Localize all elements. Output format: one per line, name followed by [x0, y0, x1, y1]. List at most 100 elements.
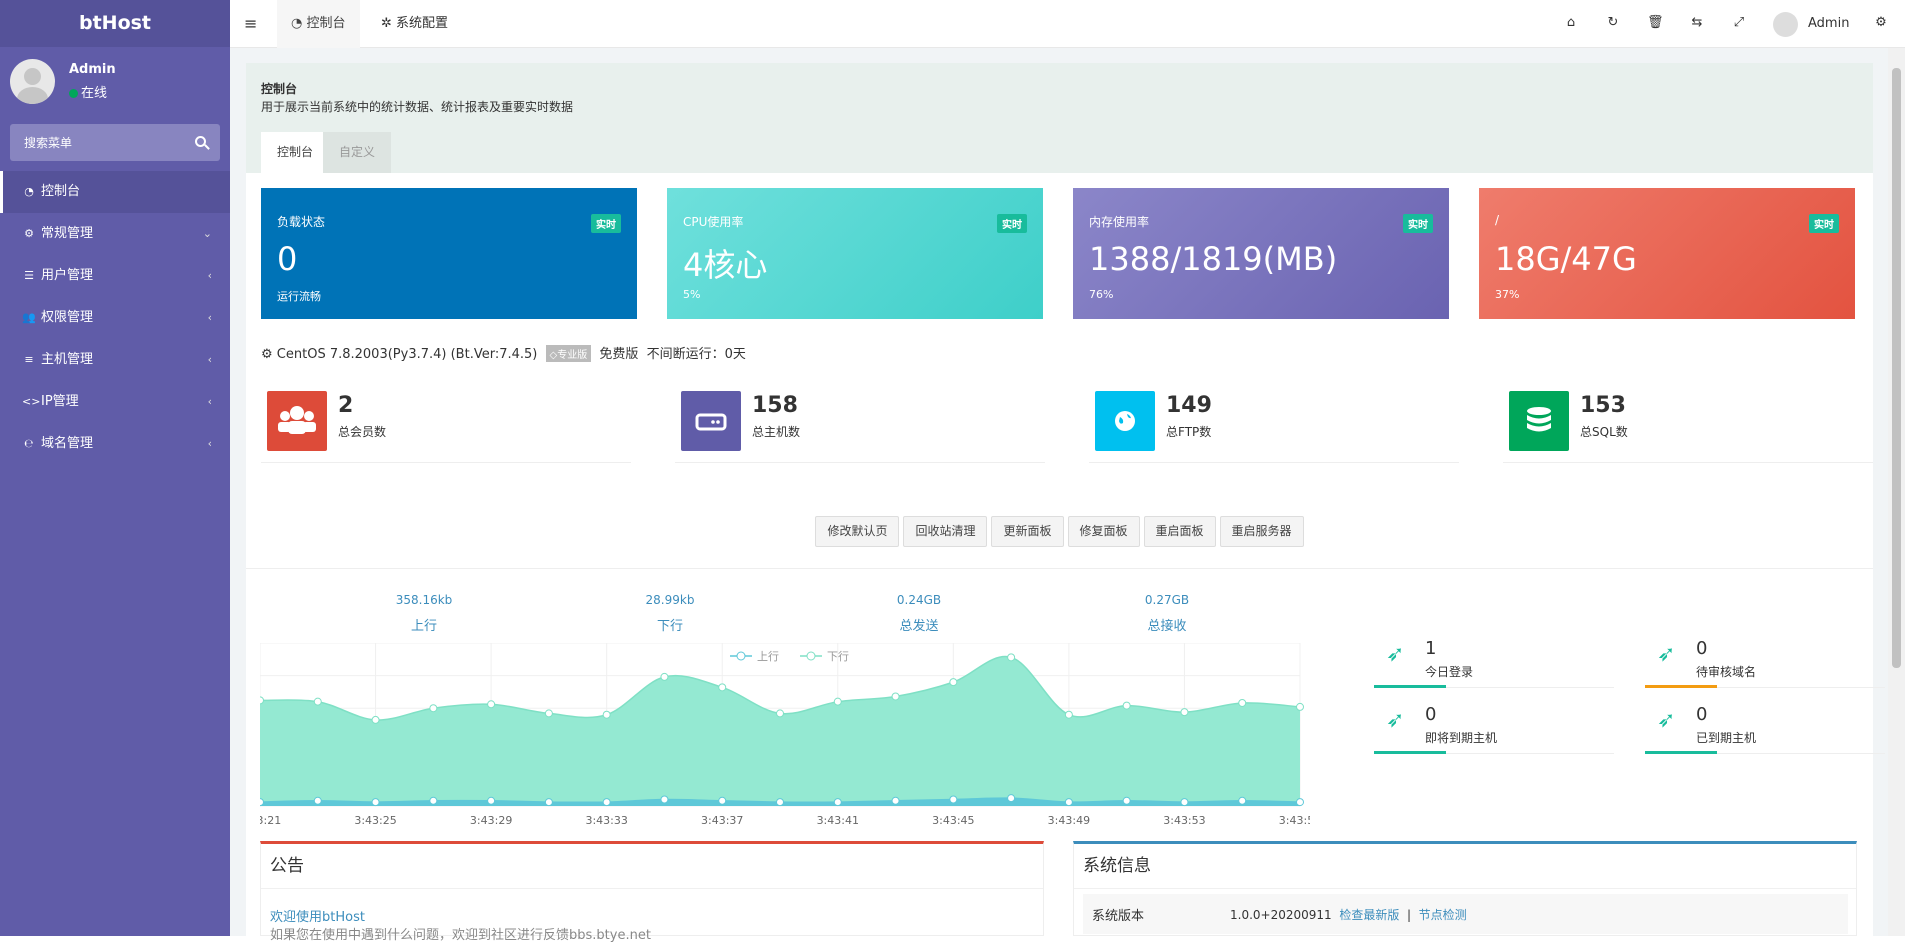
sidebar-item-ip[interactable]: <>IP管理 ‹ [0, 381, 230, 423]
user-name: Admin [69, 62, 116, 77]
sidebar-item-label: 主机管理 [41, 352, 94, 367]
sidebar-item-label: 用户管理 [41, 268, 94, 283]
data-point [429, 704, 438, 713]
sidebar-item-general[interactable]: ⚙ 常规管理 ⌄ [0, 213, 230, 255]
user-status-text: 在线 [81, 86, 108, 101]
repair-panel-button[interactable]: 修复面板 [1067, 516, 1140, 547]
check-update-link[interactable]: 检查最新版 [1339, 908, 1400, 922]
dashboard-icon: ◔ [24, 185, 34, 198]
tab-custom[interactable]: 自定义 [323, 132, 392, 173]
avatar [10, 59, 55, 104]
traffic-label: 总发送 [899, 619, 939, 634]
sidebar-item-label: 常规管理 [41, 226, 94, 241]
rocket-icon: ➶ [1657, 642, 1676, 667]
user-status: 在线 [69, 82, 107, 101]
data-point [429, 796, 438, 805]
tab-dashboard[interactable]: ◔ 控制台 [277, 0, 360, 48]
stat-pending-domains: ➶ 0 待审核域名 [1645, 631, 1885, 688]
sidebar-item-label: IP管理 [41, 394, 79, 409]
mini-stat-value: 0 [1696, 704, 1708, 725]
sidebar-item-permissions[interactable]: 👥 权限管理 ‹ [0, 297, 230, 339]
sidebar-item-hosts[interactable]: ≡ 主机管理 ‹ [0, 339, 230, 381]
sysinfo-box: 系统信息 系统版本 1.0.0+20200911 检查最新版 | 节点检测 [1073, 841, 1857, 936]
series-area-下行 [260, 798, 1300, 806]
fullscreen-icon[interactable]: ⤢ [1733, 15, 1745, 30]
trash-icon[interactable]: 🗑 [1647, 15, 1664, 30]
card-value: 0 [277, 240, 298, 278]
online-dot-icon [69, 89, 78, 98]
card-memory: 内存使用率 实时 1388/1819(MB) 76% [1073, 188, 1449, 319]
user-panel: Admin 在线 [0, 47, 230, 117]
sysinfo-title: 系统信息 [1074, 844, 1856, 889]
infobox-value: 2 [338, 393, 354, 418]
notice-link[interactable]: 欢迎使用btHost [270, 910, 365, 925]
users-icon [267, 391, 327, 451]
sidebar-item-users[interactable]: ☰ 用户管理 ‹ [0, 255, 230, 297]
top-user-name[interactable]: Admin [1808, 16, 1850, 31]
card-value: 4核心 [683, 246, 768, 284]
scrollbar[interactable] [1888, 48, 1905, 936]
traffic-label: 总接收 [1147, 619, 1187, 634]
sysinfo-row: 系统版本 1.0.0+20200911 检查最新版 | 节点检测 [1083, 894, 1848, 934]
restart-panel-button[interactable]: 重启面板 [1143, 516, 1216, 547]
data-point [256, 696, 264, 705]
system-line: ⚙ CentOS 7.8.2003(Py3.7.4) (Bt.Ver:7.4.5… [261, 343, 746, 362]
infobox-hosts: 158 总主机数 [675, 383, 1045, 463]
x-tick-label: 3:43:45 [932, 814, 974, 827]
panel-heading: 控制台 用于展示当前系统中的统计数据、统计报表及重要实时数据 控制台 自定义 [246, 63, 1873, 173]
traffic-label: 上行 [410, 619, 437, 634]
legend-marker [806, 651, 816, 661]
sidebar-item-domains[interactable]: ℮ 域名管理 ‹ [0, 423, 230, 465]
chevron-left-icon: ‹ [207, 395, 212, 408]
x-tick-label: 3:43:21 [260, 814, 281, 827]
stat-expiring-hosts: ➶ 0 即将到期主机 [1374, 697, 1614, 754]
list-icon: ☰ [24, 269, 34, 282]
group-icon: 👥 [22, 311, 36, 324]
tab-console[interactable]: 控制台 [261, 132, 330, 173]
os-info: CentOS 7.8.2003(Py3.7.4) (Bt.Ver:7.4.5) [276, 347, 538, 362]
node-check-link[interactable]: 节点检测 [1418, 908, 1467, 922]
data-point [949, 678, 958, 687]
brand-logo[interactable]: btHost [0, 0, 230, 47]
language-icon[interactable]: ⇆ [1691, 15, 1703, 30]
legend-marker [736, 651, 746, 661]
clear-recycle-bin-button[interactable]: 回收站清理 [903, 516, 988, 547]
settings-icon[interactable]: ⚙ [1875, 15, 1887, 30]
update-panel-button[interactable]: 更新面板 [991, 516, 1064, 547]
tab-system-config[interactable]: ✲ 系统配置 [367, 0, 462, 48]
card-disk: / 实时 18G/47G 37% [1479, 188, 1855, 319]
dashboard-icon: ◔ [291, 16, 307, 31]
uptime: 不间断运行：0天 [646, 347, 746, 362]
menu-toggle-icon[interactable]: ≡ [244, 14, 258, 33]
realtime-badge: 实时 [591, 214, 621, 233]
pro-badge[interactable]: ◇专业版 [545, 345, 592, 362]
separator: | [1406, 908, 1412, 922]
sidebar-item-dashboard[interactable]: ◔ 控制台 [0, 171, 230, 213]
home-icon[interactable]: ⌂ [1566, 15, 1576, 30]
data-point [1238, 698, 1247, 707]
legend-label: 上行 [757, 650, 779, 663]
chevron-left-icon: ‹ [207, 437, 212, 450]
page-title: 控制台 [261, 82, 298, 96]
mini-stat-label: 待审核域名 [1696, 665, 1757, 679]
search-icon[interactable] [195, 136, 206, 147]
traffic-chart-svg: 3:43:21 3:43:25 3:43:29 3:43:33 3:43:37 3:43:… [239, 642, 1321, 827]
realtime-badge: 实时 [1809, 214, 1839, 233]
card-sub: 5% [683, 288, 701, 301]
refresh-icon[interactable]: ↻ [1607, 15, 1619, 30]
traffic-label: 下行 [656, 619, 683, 634]
stat-expired-hosts: ➶ 0 已到期主机 [1645, 697, 1885, 754]
hdd-icon [681, 391, 741, 451]
data-point [891, 796, 900, 805]
card-title: 负载状态 [277, 215, 326, 229]
x-tick-label: 3:43:25 [354, 814, 396, 827]
data-point [833, 798, 842, 807]
card-sub: 运行流畅 [277, 290, 321, 303]
search-input[interactable] [10, 124, 180, 161]
data-point [602, 710, 611, 719]
restart-server-button[interactable]: 重启服务器 [1219, 516, 1304, 547]
notice-title: 公告 [261, 844, 1043, 889]
avatar[interactable] [1773, 12, 1798, 37]
chevron-down-icon: ⌄ [202, 227, 212, 240]
edit-default-page-button[interactable]: 修改默认页 [815, 516, 900, 547]
